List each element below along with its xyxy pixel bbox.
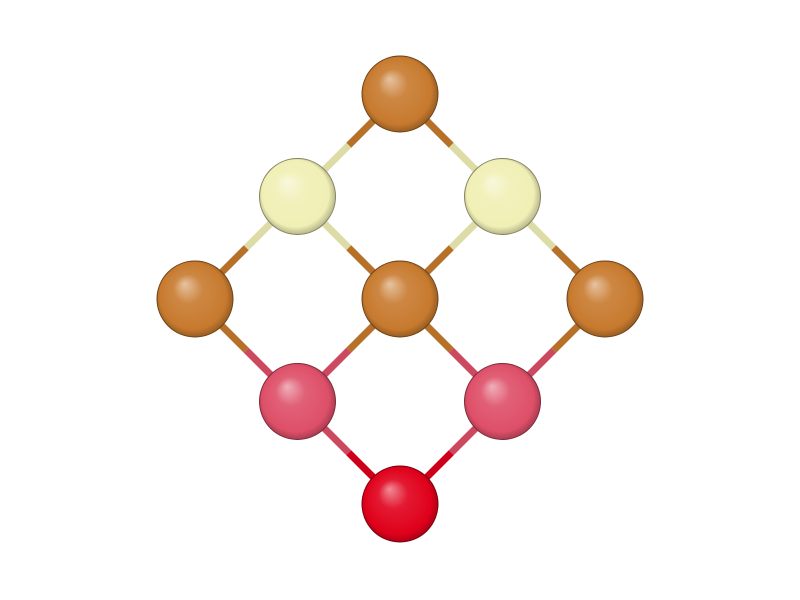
atom-a4[interactable] — [156, 260, 234, 338]
atom-a3[interactable] — [464, 158, 541, 235]
atom-a5[interactable] — [361, 260, 439, 338]
atom-a7[interactable] — [259, 363, 336, 440]
atom-a1[interactable] — [361, 55, 439, 133]
atom-a6[interactable] — [566, 260, 644, 338]
atom-a9[interactable] — [361, 465, 439, 543]
atom-layer — [156, 55, 644, 543]
atom-a2[interactable] — [259, 158, 336, 235]
atom-a8[interactable] — [464, 363, 541, 440]
